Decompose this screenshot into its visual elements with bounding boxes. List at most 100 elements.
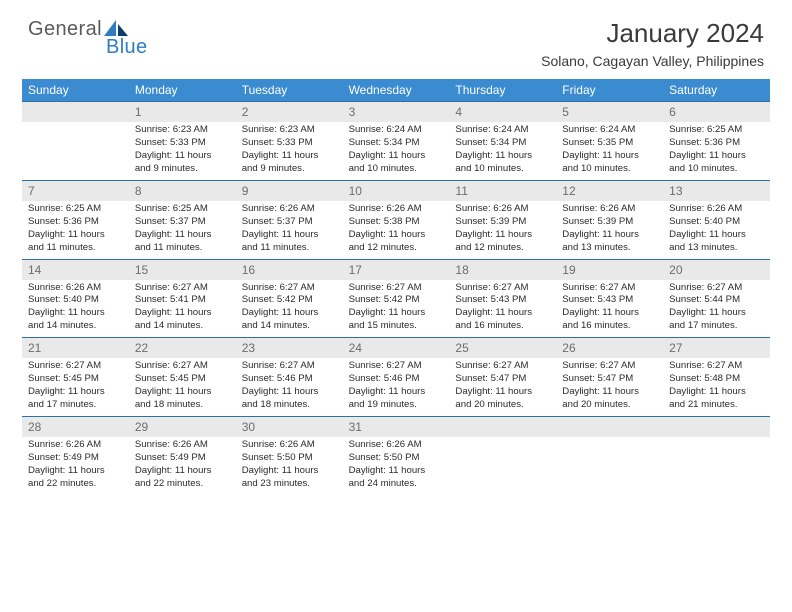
day-number: 19 (556, 260, 663, 280)
sunrise-text: Sunrise: 6:27 AM (135, 360, 230, 373)
calendar: Sunday Monday Tuesday Wednesday Thursday… (22, 79, 770, 495)
daylight-text: Daylight: 11 hours and 22 minutes. (135, 465, 230, 491)
day-cell: Sunrise: 6:23 AMSunset: 5:33 PMDaylight:… (129, 122, 236, 180)
daylight-text: Daylight: 11 hours and 14 minutes. (28, 307, 123, 333)
sunset-text: Sunset: 5:48 PM (669, 373, 764, 386)
day-number: 7 (22, 181, 129, 201)
daylight-text: Daylight: 11 hours and 22 minutes. (28, 465, 123, 491)
sunrise-text: Sunrise: 6:27 AM (349, 282, 444, 295)
day-number: 5 (556, 102, 663, 122)
sunset-text: Sunset: 5:43 PM (455, 294, 550, 307)
daylight-text: Daylight: 11 hours and 14 minutes. (242, 307, 337, 333)
day-number (556, 417, 663, 437)
day-number: 29 (129, 417, 236, 437)
daynum-row: 78910111213 (22, 180, 770, 201)
sunset-text: Sunset: 5:34 PM (455, 137, 550, 150)
sunrise-text: Sunrise: 6:26 AM (28, 282, 123, 295)
daylight-text: Daylight: 11 hours and 21 minutes. (669, 386, 764, 412)
daylight-text: Daylight: 11 hours and 9 minutes. (242, 150, 337, 176)
day-number (22, 102, 129, 122)
header: General Blue January 2024 Solano, Cagaya… (0, 0, 792, 73)
sunset-text: Sunset: 5:37 PM (135, 216, 230, 229)
content-row: Sunrise: 6:25 AMSunset: 5:36 PMDaylight:… (22, 201, 770, 259)
sunset-text: Sunset: 5:34 PM (349, 137, 444, 150)
day-number: 18 (449, 260, 556, 280)
sunrise-text: Sunrise: 6:27 AM (562, 282, 657, 295)
day-number: 20 (663, 260, 770, 280)
dayhead-sat: Saturday (663, 79, 770, 101)
sunset-text: Sunset: 5:38 PM (349, 216, 444, 229)
daynum-row: 28293031 (22, 416, 770, 437)
sunrise-text: Sunrise: 6:26 AM (669, 203, 764, 216)
weekday-header: Sunday Monday Tuesday Wednesday Thursday… (22, 79, 770, 101)
day-cell: Sunrise: 6:23 AMSunset: 5:33 PMDaylight:… (236, 122, 343, 180)
sunrise-text: Sunrise: 6:27 AM (669, 360, 764, 373)
day-number: 15 (129, 260, 236, 280)
day-cell (22, 122, 129, 180)
daylight-text: Daylight: 11 hours and 17 minutes. (28, 386, 123, 412)
day-number: 12 (556, 181, 663, 201)
content-row: Sunrise: 6:26 AMSunset: 5:40 PMDaylight:… (22, 280, 770, 338)
brand-text-2: Blue (106, 36, 148, 59)
day-cell: Sunrise: 6:24 AMSunset: 5:34 PMDaylight:… (343, 122, 450, 180)
day-cell: Sunrise: 6:24 AMSunset: 5:34 PMDaylight:… (449, 122, 556, 180)
sunset-text: Sunset: 5:44 PM (669, 294, 764, 307)
day-number: 23 (236, 338, 343, 358)
sunset-text: Sunset: 5:37 PM (242, 216, 337, 229)
daylight-text: Daylight: 11 hours and 12 minutes. (455, 229, 550, 255)
day-cell: Sunrise: 6:26 AMSunset: 5:39 PMDaylight:… (556, 201, 663, 259)
daylight-text: Daylight: 11 hours and 11 minutes. (242, 229, 337, 255)
sunrise-text: Sunrise: 6:26 AM (242, 203, 337, 216)
daylight-text: Daylight: 11 hours and 16 minutes. (562, 307, 657, 333)
sunset-text: Sunset: 5:45 PM (135, 373, 230, 386)
sunset-text: Sunset: 5:43 PM (562, 294, 657, 307)
sunrise-text: Sunrise: 6:25 AM (669, 124, 764, 137)
dayhead-thu: Thursday (449, 79, 556, 101)
sunset-text: Sunset: 5:39 PM (562, 216, 657, 229)
day-cell: Sunrise: 6:27 AMSunset: 5:43 PMDaylight:… (556, 280, 663, 338)
day-number: 30 (236, 417, 343, 437)
sunset-text: Sunset: 5:50 PM (242, 452, 337, 465)
dayhead-tue: Tuesday (236, 79, 343, 101)
content-row: Sunrise: 6:27 AMSunset: 5:45 PMDaylight:… (22, 358, 770, 416)
daylight-text: Daylight: 11 hours and 18 minutes. (242, 386, 337, 412)
sunset-text: Sunset: 5:47 PM (562, 373, 657, 386)
sunrise-text: Sunrise: 6:26 AM (455, 203, 550, 216)
day-number: 22 (129, 338, 236, 358)
day-number: 2 (236, 102, 343, 122)
sunrise-text: Sunrise: 6:25 AM (28, 203, 123, 216)
day-cell: Sunrise: 6:27 AMSunset: 5:44 PMDaylight:… (663, 280, 770, 338)
daylight-text: Daylight: 11 hours and 10 minutes. (669, 150, 764, 176)
day-cell: Sunrise: 6:27 AMSunset: 5:48 PMDaylight:… (663, 358, 770, 416)
day-number: 9 (236, 181, 343, 201)
sunset-text: Sunset: 5:33 PM (242, 137, 337, 150)
sunrise-text: Sunrise: 6:24 AM (455, 124, 550, 137)
sunset-text: Sunset: 5:46 PM (242, 373, 337, 386)
page-title: January 2024 (541, 18, 764, 49)
day-cell: Sunrise: 6:27 AMSunset: 5:42 PMDaylight:… (236, 280, 343, 338)
day-cell (449, 437, 556, 495)
sunrise-text: Sunrise: 6:23 AM (242, 124, 337, 137)
dayhead-sun: Sunday (22, 79, 129, 101)
sunset-text: Sunset: 5:41 PM (135, 294, 230, 307)
brand-text-1: General (28, 18, 102, 41)
sunset-text: Sunset: 5:47 PM (455, 373, 550, 386)
location-text: Solano, Cagayan Valley, Philippines (541, 53, 764, 69)
daynum-row: 14151617181920 (22, 259, 770, 280)
day-cell: Sunrise: 6:24 AMSunset: 5:35 PMDaylight:… (556, 122, 663, 180)
dayhead-fri: Friday (556, 79, 663, 101)
day-cell: Sunrise: 6:27 AMSunset: 5:41 PMDaylight:… (129, 280, 236, 338)
day-number: 14 (22, 260, 129, 280)
title-block: January 2024 Solano, Cagayan Valley, Phi… (541, 18, 764, 69)
day-cell: Sunrise: 6:27 AMSunset: 5:46 PMDaylight:… (236, 358, 343, 416)
day-number: 10 (343, 181, 450, 201)
daylight-text: Daylight: 11 hours and 18 minutes. (135, 386, 230, 412)
sunset-text: Sunset: 5:45 PM (28, 373, 123, 386)
day-number: 11 (449, 181, 556, 201)
sunrise-text: Sunrise: 6:26 AM (28, 439, 123, 452)
day-number: 4 (449, 102, 556, 122)
day-number (663, 417, 770, 437)
sunrise-text: Sunrise: 6:26 AM (242, 439, 337, 452)
sunrise-text: Sunrise: 6:27 AM (242, 282, 337, 295)
day-number: 3 (343, 102, 450, 122)
